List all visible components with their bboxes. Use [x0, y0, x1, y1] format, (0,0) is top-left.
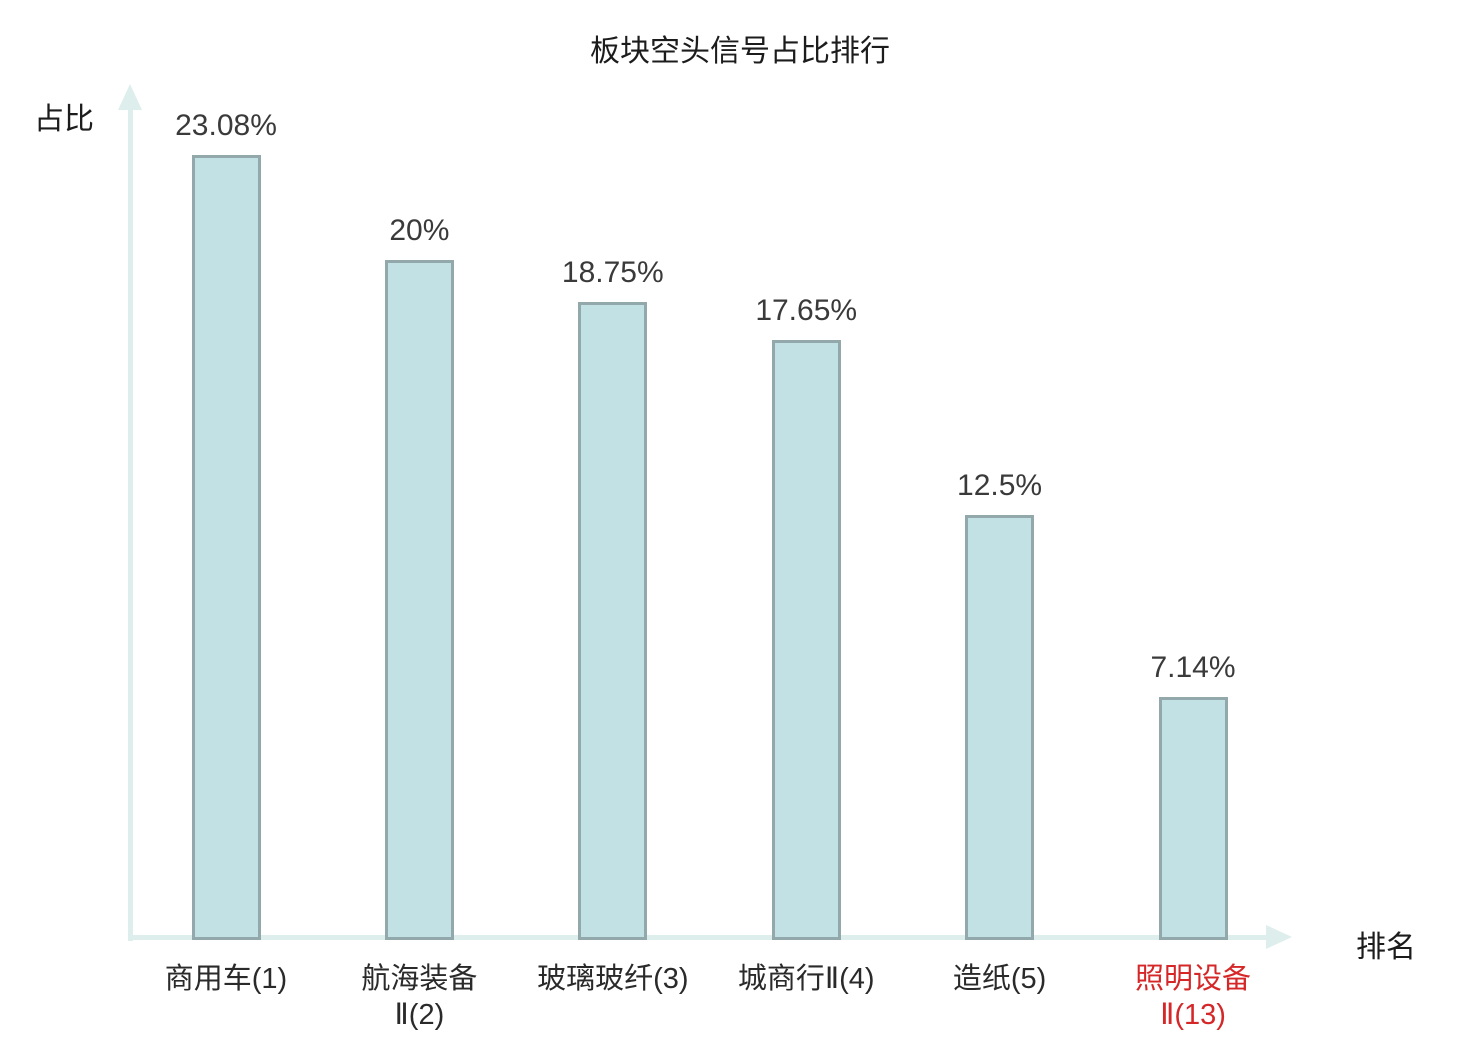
bar-value-label: 12.5% — [957, 469, 1043, 502]
bar — [384, 260, 454, 940]
bar-value-label: 7.14% — [1150, 651, 1236, 684]
bar — [191, 155, 261, 940]
bar-value-label: 17.65% — [755, 294, 858, 327]
bar — [771, 340, 841, 940]
category-label: 商用车(1) — [164, 963, 288, 995]
category-label: 航海装备 Ⅱ(2) — [361, 963, 478, 1031]
bar-value-label: 20% — [389, 214, 450, 247]
x-axis-line — [128, 935, 1270, 940]
category-label: 玻璃玻纤(3) — [537, 963, 689, 995]
bar-value-label: 18.75% — [561, 256, 664, 289]
category-label: 城商行Ⅱ(4) — [737, 963, 875, 995]
bar — [578, 302, 648, 940]
y-axis-line — [128, 106, 133, 941]
bar-value-label: 23.08% — [175, 109, 277, 142]
chart-title: 板块空头信号占比排行 — [590, 35, 890, 68]
x-axis-label: 排名 — [1356, 931, 1416, 964]
bar — [1158, 697, 1228, 940]
category-label: 造纸(5) — [952, 963, 1047, 995]
y-axis-label: 占比 — [34, 103, 94, 136]
bar — [965, 515, 1035, 940]
y-axis-arrow-icon — [118, 84, 142, 110]
category-label: 照明设备 Ⅱ(13) — [1134, 963, 1251, 1031]
x-axis-arrow-icon — [1266, 925, 1292, 949]
